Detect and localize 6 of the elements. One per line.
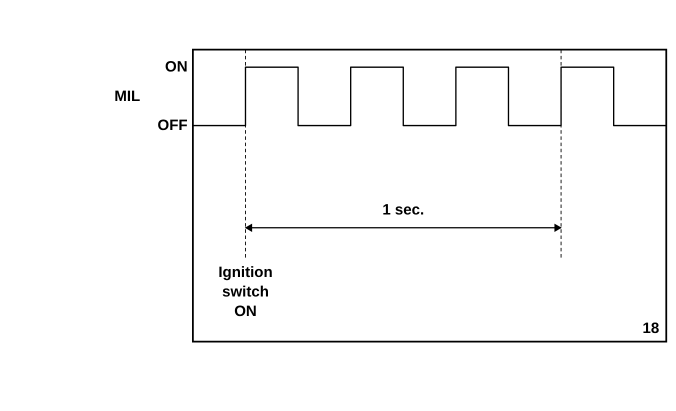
y-axis-title: MIL bbox=[114, 88, 140, 106]
annotation: ON bbox=[165, 58, 188, 76]
annotation: OFF bbox=[158, 117, 188, 134]
text: 18 bbox=[642, 320, 660, 337]
text: 1 sec. bbox=[382, 202, 424, 219]
text: Ignition switch ON bbox=[218, 264, 273, 320]
